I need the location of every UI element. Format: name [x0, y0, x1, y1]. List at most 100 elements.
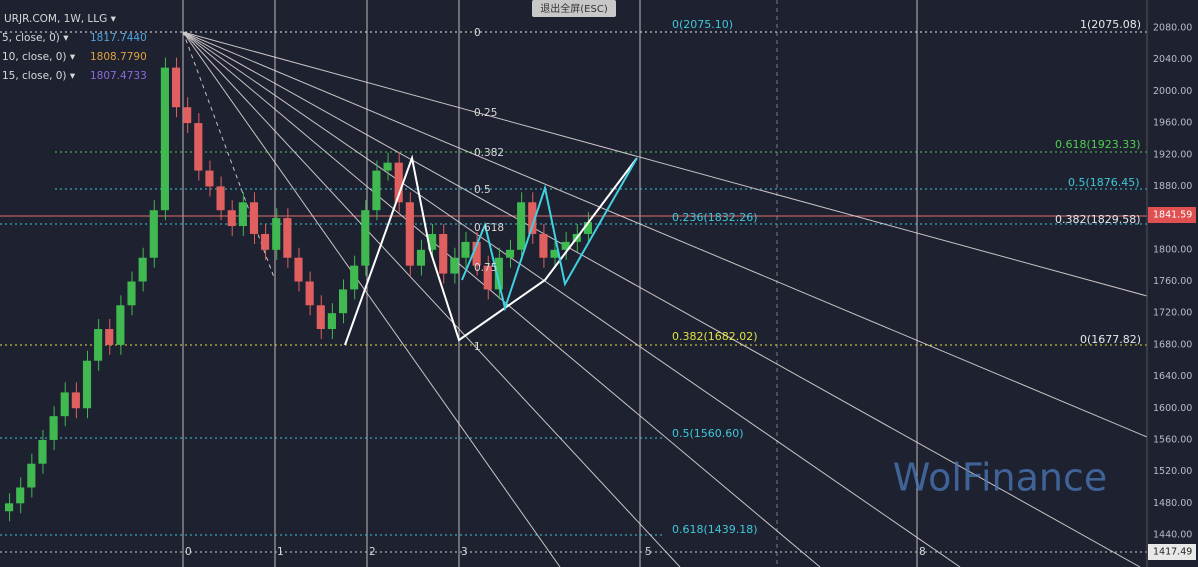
- candle: [505, 249, 515, 258]
- candle: [205, 170, 214, 187]
- indicator-label: 15, close, 0) ▾: [2, 70, 76, 82]
- price-tick: 1520.00: [1153, 466, 1192, 477]
- candle: [238, 202, 247, 227]
- fib-label: 0.618(1923.33): [1055, 138, 1141, 151]
- candles: [5, 57, 592, 522]
- candle: [361, 210, 370, 266]
- candle: [27, 463, 36, 488]
- price-tick: 2040.00: [1153, 54, 1192, 65]
- price-tick: 2080.00: [1153, 23, 1192, 34]
- candle: [350, 265, 359, 290]
- candle: [283, 218, 292, 258]
- candle: [227, 210, 236, 227]
- candle: [116, 305, 125, 345]
- candle: [539, 233, 548, 258]
- candle: [439, 233, 448, 274]
- candle: [428, 233, 437, 250]
- price-tick: 1480.00: [1153, 498, 1192, 509]
- price-tick: 1960.00: [1153, 118, 1192, 129]
- candle: [583, 222, 592, 234]
- fib-label: 0.236(1832.26): [672, 211, 758, 224]
- candle: [305, 281, 314, 306]
- candle: [49, 416, 58, 440]
- price-tick: 1800.00: [1153, 244, 1192, 255]
- wave-drawings: [344, 154, 638, 346]
- candle: [60, 392, 69, 417]
- candle: [494, 257, 503, 290]
- price-tick: 1440.00: [1153, 530, 1192, 541]
- fib-label: 0(1677.82): [1080, 333, 1141, 346]
- candle: [194, 123, 203, 171]
- fib-label: 0(2075.10): [672, 18, 733, 31]
- fib-label: 0.618(1439.18): [672, 523, 758, 536]
- candle: [450, 257, 459, 274]
- price-tick: 1680.00: [1153, 339, 1192, 350]
- price-tick: 1920.00: [1153, 149, 1192, 160]
- fib-label: 0.382(1829.58): [1055, 213, 1141, 226]
- candle: [461, 241, 470, 258]
- candle: [383, 162, 392, 171]
- fan-label: 0.25: [474, 107, 497, 119]
- candle: [483, 265, 492, 290]
- fib-label: 1(2075.08): [1080, 18, 1141, 31]
- candle: [249, 202, 259, 234]
- price-tick: 1760.00: [1153, 276, 1192, 287]
- candle: [82, 360, 92, 409]
- candle: [294, 257, 303, 282]
- price-tick: 1640.00: [1153, 371, 1192, 382]
- time-label: 0: [185, 546, 192, 558]
- candle: [528, 202, 537, 234]
- price-tick: 1720.00: [1153, 308, 1192, 319]
- price-tick: 2000.00: [1153, 86, 1192, 97]
- candle: [272, 218, 281, 250]
- candle: [372, 170, 381, 211]
- low-price: 1417.49: [1153, 547, 1192, 558]
- time-label: 8: [919, 546, 926, 558]
- price-tick: 1600.00: [1153, 403, 1192, 414]
- indicator-value: 1817.7440: [90, 32, 147, 44]
- candle: [394, 162, 403, 203]
- fan-label: 0.5: [474, 184, 491, 196]
- current-price-tag: [1148, 207, 1196, 223]
- candle: [517, 202, 526, 250]
- fib-label: 0.382(1682.02): [672, 330, 758, 343]
- candle: [261, 233, 270, 250]
- fan-label: 0.382: [474, 147, 504, 159]
- candle: [160, 67, 169, 211]
- candle: [16, 487, 25, 504]
- watermark: WolFinance: [893, 456, 1108, 500]
- candle: [405, 202, 414, 266]
- candle: [71, 392, 80, 409]
- time-label: 1: [277, 546, 284, 558]
- low-price-tag: [1148, 544, 1196, 560]
- candle: [105, 329, 114, 345]
- exit-button[interactable]: [532, 0, 616, 17]
- candle: [171, 67, 181, 108]
- candle: [416, 249, 426, 266]
- exit-button-label[interactable]: 退出全屏(ESC): [540, 2, 608, 15]
- time-label: 3: [461, 546, 468, 558]
- candle: [183, 107, 192, 124]
- current-price: 1841.59: [1153, 210, 1192, 221]
- candle: [338, 289, 348, 314]
- indicator-label: 10, close, 0) ▾: [2, 51, 76, 63]
- fib-levels: [0, 31, 1147, 553]
- price-tick: 1560.00: [1153, 434, 1192, 445]
- fib-label: 0.5(1560.60): [672, 427, 744, 440]
- fan-label: 0.75: [474, 262, 497, 274]
- indicator-label: 5, close, 0) ▾: [2, 32, 69, 44]
- fan-label: 0: [474, 27, 481, 39]
- price-tick: 1880.00: [1153, 181, 1192, 192]
- fan-label: 0.618: [474, 222, 504, 234]
- candle: [127, 281, 136, 306]
- candle: [138, 257, 147, 282]
- candle: [327, 313, 336, 330]
- indicator-value: 1808.7790: [90, 51, 147, 63]
- candle: [149, 210, 158, 258]
- indicator-value: 1807.4733: [90, 70, 147, 82]
- candle: [38, 439, 47, 464]
- candle: [216, 186, 225, 211]
- time-label: 5: [645, 546, 652, 558]
